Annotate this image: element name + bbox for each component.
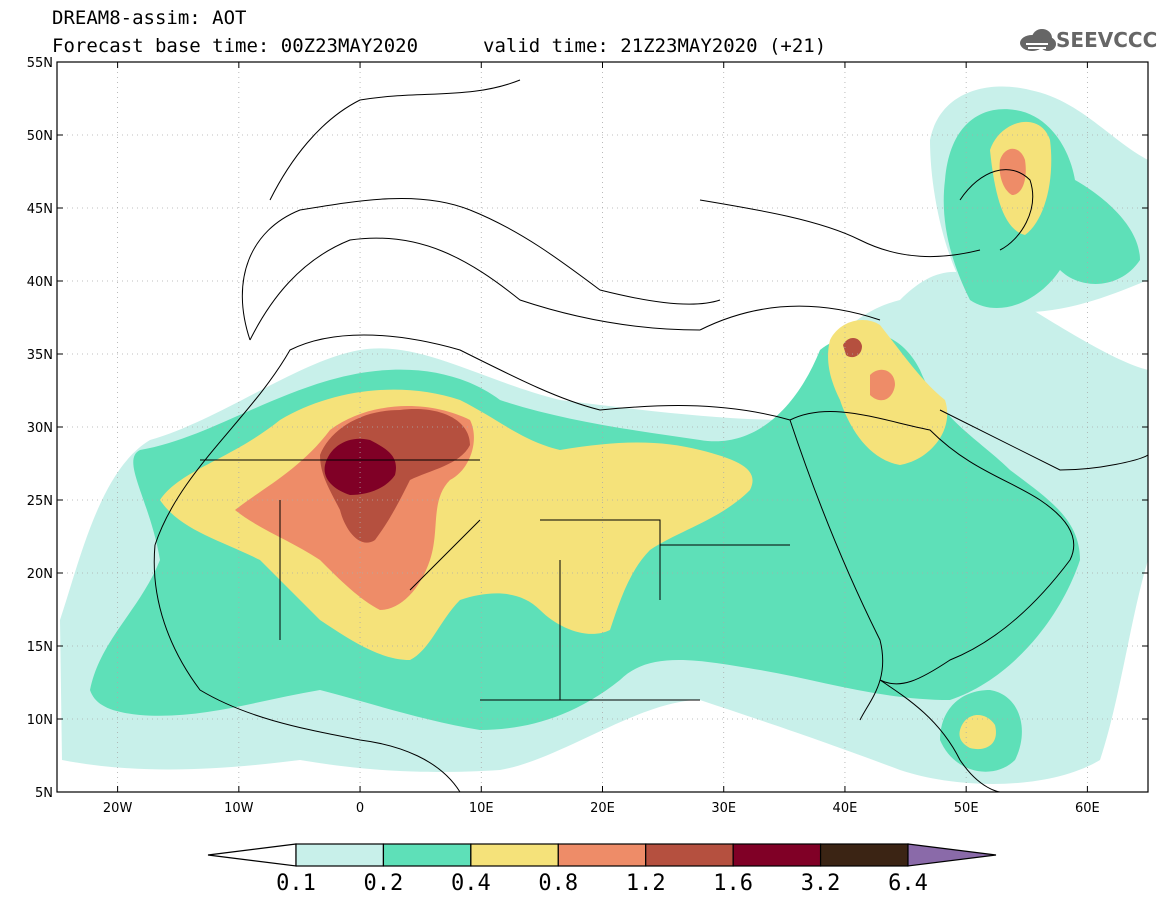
lat-tick-label: 20N	[27, 567, 53, 582]
lon-tick-label: 40E	[833, 801, 858, 816]
lon-tick-label: 0	[356, 801, 364, 816]
lat-tick-label: 10N	[27, 713, 53, 728]
lon-tick-label: 50E	[954, 801, 979, 816]
lon-tick-label: 60E	[1075, 801, 1100, 816]
colorbar-label: 1.6	[713, 871, 753, 896]
colorbar-label: 0.1	[276, 871, 316, 896]
lon-tick-label: 10E	[469, 801, 494, 816]
aot-contours	[60, 86, 1148, 784]
lon-tick-label: 10W	[224, 801, 254, 816]
colorbar-segment	[557, 843, 647, 867]
coastlines	[153, 79, 1148, 792]
colorbar-label: 3.2	[801, 871, 841, 896]
colorbar-under-triangle	[207, 843, 297, 867]
colorbar-segment	[382, 843, 472, 867]
colorbar-label: 6.4	[888, 871, 928, 896]
colorbar-segment	[819, 843, 909, 867]
lat-tick-label: 5N	[35, 786, 53, 801]
axis-ticks	[57, 61, 1148, 793]
aot-band-0.8-iraq	[870, 369, 895, 401]
valid-time: valid time: 21Z23MAY2020 (+21)	[483, 35, 827, 57]
colorbar-segment	[732, 843, 822, 867]
colorbar-over-triangle	[907, 843, 997, 867]
forecast-base-time: Forecast base time: 00Z23MAY2020	[52, 35, 419, 57]
lat-tick-label: 50N	[27, 129, 53, 144]
colorbar: 0.1 0.2 0.4 0.8 1.2 1.6 3.2 6.4	[207, 843, 997, 896]
lat-tick-label: 25N	[27, 494, 53, 509]
logo-text: SEEVCCC	[1056, 28, 1158, 52]
cloud-icon	[1020, 29, 1056, 51]
colorbar-segment	[470, 843, 559, 867]
lat-tick-label: 55N	[27, 56, 53, 71]
colorbar-segment	[645, 843, 734, 867]
colorbar-label: 0.8	[538, 871, 578, 896]
aot-band-1.6-sahara	[324, 438, 396, 495]
colorbar-label: 0.2	[364, 871, 404, 896]
aot-band-1.2-iraq	[843, 337, 862, 358]
lat-tick-label: 45N	[27, 202, 53, 217]
lat-tick-label: 15N	[27, 640, 53, 655]
aot-band-0.4-somalia	[959, 714, 996, 750]
lat-tick-label: 30N	[27, 421, 53, 436]
lat-tick-label: 40N	[27, 275, 53, 290]
chart-title: DREAM8-assim: AOT	[52, 7, 247, 29]
colorbar-label: 0.4	[451, 871, 491, 896]
colorbar-segment	[295, 843, 385, 867]
lat-tick-label: 35N	[27, 348, 53, 363]
lon-tick-label: 20W	[103, 801, 133, 816]
colorbar-label: 1.2	[626, 871, 666, 896]
lon-tick-label: 20E	[590, 801, 615, 816]
lon-tick-label: 30E	[711, 801, 736, 816]
map-gridlines	[57, 62, 1148, 792]
aot-band-0.8-caspian	[999, 148, 1026, 195]
